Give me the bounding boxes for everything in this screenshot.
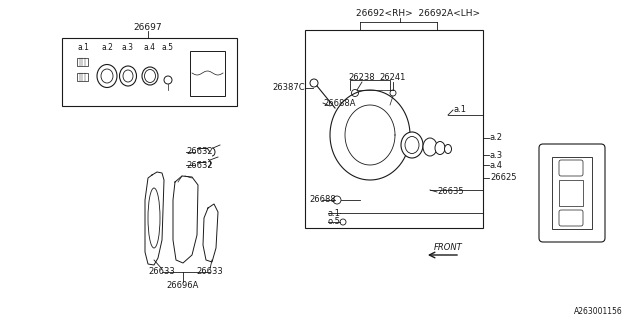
Ellipse shape <box>405 137 419 154</box>
Text: 26697: 26697 <box>134 23 163 33</box>
Bar <box>559 180 583 206</box>
Text: a.2: a.2 <box>490 133 503 142</box>
Ellipse shape <box>123 70 133 82</box>
Text: a.1: a.1 <box>453 106 466 115</box>
Ellipse shape <box>101 69 113 83</box>
Text: 26688A: 26688A <box>323 99 355 108</box>
Text: 26238: 26238 <box>349 73 375 82</box>
Text: o.5: o.5 <box>328 218 341 227</box>
Text: a.1: a.1 <box>328 209 341 218</box>
Ellipse shape <box>401 132 423 158</box>
Text: a.3: a.3 <box>490 150 503 159</box>
Text: A263001156: A263001156 <box>573 308 622 316</box>
Text: FRONT: FRONT <box>434 244 462 252</box>
Text: a.2: a.2 <box>101 44 113 52</box>
Ellipse shape <box>445 145 451 154</box>
Text: a.1: a.1 <box>77 44 89 52</box>
Bar <box>77 58 88 66</box>
Bar <box>552 157 592 229</box>
Ellipse shape <box>423 138 437 156</box>
Text: 26633: 26633 <box>196 268 223 276</box>
Text: 26241: 26241 <box>380 73 406 82</box>
Bar <box>190 51 225 96</box>
Text: a.3: a.3 <box>122 44 134 52</box>
Text: a.4: a.4 <box>144 44 156 52</box>
Ellipse shape <box>435 141 445 155</box>
Text: 26387C: 26387C <box>273 84 305 92</box>
Text: 26688: 26688 <box>309 196 336 204</box>
Bar <box>305 30 483 228</box>
Text: 26692<RH>  26692A<LH>: 26692<RH> 26692A<LH> <box>356 10 480 19</box>
Ellipse shape <box>145 69 156 83</box>
Text: 26632: 26632 <box>186 161 212 170</box>
Text: 26635: 26635 <box>437 188 463 196</box>
Text: 26696A: 26696A <box>167 282 199 291</box>
Text: 26632: 26632 <box>186 148 212 156</box>
Text: a.5: a.5 <box>162 44 174 52</box>
Text: a.4: a.4 <box>490 161 503 170</box>
Text: 26625: 26625 <box>490 173 516 182</box>
Bar <box>62 38 237 106</box>
Bar <box>77 73 88 81</box>
Text: 26633: 26633 <box>148 268 175 276</box>
